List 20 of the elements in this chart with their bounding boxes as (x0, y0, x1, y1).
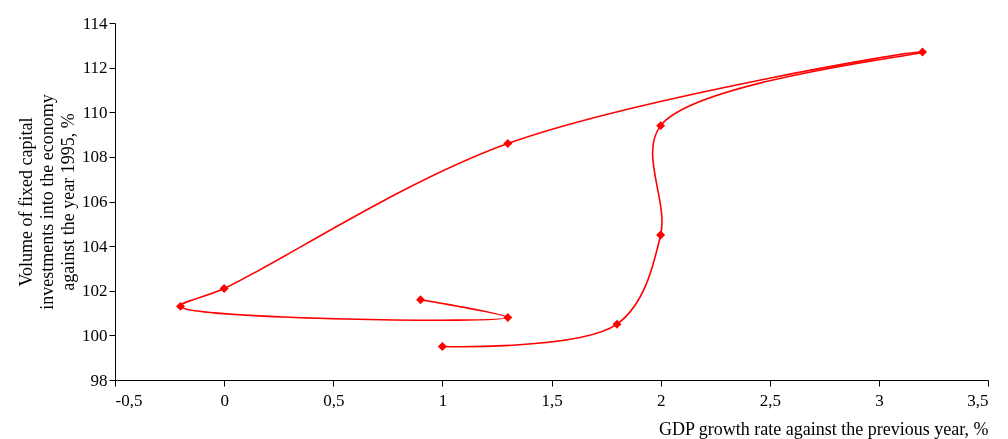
x-tick-label: 2 (656, 390, 666, 410)
x-tick-label: 3 (875, 390, 884, 410)
x-tick-label: 3,5 (967, 390, 989, 410)
y-tick-label: 110 (82, 102, 108, 122)
y-tick-label: 114 (82, 13, 108, 33)
y-tick-label: 100 (82, 325, 108, 345)
y-tick-label: 104 (82, 236, 108, 256)
x-tick-label: 1,5 (541, 390, 563, 410)
y-tick-label: 108 (82, 147, 108, 167)
y-axis-title: Volume of fixed capital investments into the economy against the year 1995, % (16, 94, 78, 310)
y-tick-label: 106 (82, 192, 108, 211)
x-tick-label: -0,5 (115, 390, 143, 410)
x-axis-title: GDP growth rate against the previous year, % (658, 418, 989, 439)
y-tick-label: 112 (82, 58, 108, 78)
x-tick-label: 2,5 (759, 390, 781, 410)
x-tick-label: 0 (220, 390, 229, 410)
y-tick-label: 98 (90, 370, 108, 390)
x-tick-label: 1 (438, 390, 448, 410)
y-tick-label: 102 (82, 281, 108, 301)
x-tick-label: 0,5 (323, 390, 345, 410)
